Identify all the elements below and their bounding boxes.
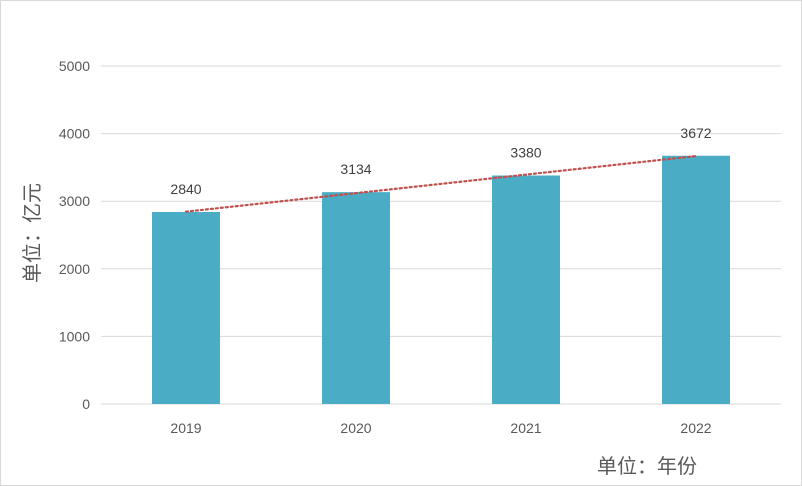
data-label: 2840 — [170, 181, 201, 197]
bar-2022 — [662, 155, 730, 404]
trendline-layer — [184, 154, 698, 213]
y-tick-label: 4000 — [59, 126, 90, 142]
y-tick-label: 1000 — [59, 328, 90, 344]
x-tick-label: 2019 — [170, 420, 201, 436]
data-label: 3672 — [680, 125, 711, 141]
bar-2021 — [492, 175, 560, 404]
data-label: 3134 — [340, 161, 371, 177]
trendline — [184, 154, 698, 213]
bar-2020 — [322, 192, 390, 404]
y-tick-label: 5000 — [59, 58, 90, 74]
data-labels: 2840 3134 3380 3672 — [170, 125, 711, 197]
bar-2019 — [152, 212, 220, 404]
y-axis-title: 单位：亿元 — [20, 183, 44, 283]
y-tick-label: 0 — [82, 396, 90, 412]
bars — [152, 155, 730, 404]
x-tick-label: 2020 — [340, 420, 371, 436]
x-axis-title: 单位：年份 — [597, 454, 697, 478]
x-tick-label: 2022 — [680, 420, 711, 436]
x-tick-labels: 2019 2020 2021 2022 — [170, 420, 711, 436]
y-tick-label: 3000 — [59, 193, 90, 209]
y-tick-labels: 0 1000 2000 3000 4000 5000 — [59, 58, 90, 412]
y-tick-label: 2000 — [59, 261, 90, 277]
data-label: 3380 — [510, 145, 541, 161]
x-tick-label: 2021 — [510, 420, 541, 436]
